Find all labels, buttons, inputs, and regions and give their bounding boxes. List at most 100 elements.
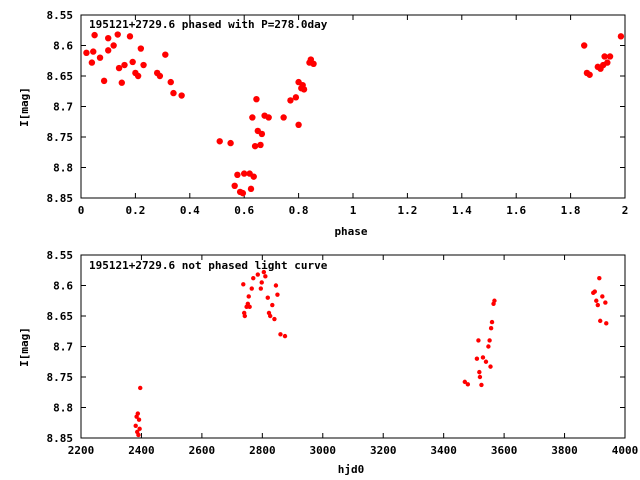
data-point	[310, 60, 317, 67]
data-point	[492, 298, 497, 303]
data-point	[263, 274, 268, 279]
data-point	[477, 369, 482, 375]
y-tick-label: 8.8	[53, 402, 73, 415]
data-point	[216, 138, 223, 145]
x-tick-label: 1.4	[452, 204, 472, 217]
data-point	[178, 92, 185, 99]
data-point	[581, 42, 588, 49]
data-point	[121, 61, 128, 69]
data-point	[96, 54, 104, 61]
x-tick-label: 0	[78, 204, 85, 217]
y-tick-label: 8.55	[47, 249, 74, 262]
data-point	[249, 286, 254, 291]
data-point	[488, 364, 493, 369]
data-point	[476, 338, 481, 343]
data-point	[265, 295, 270, 300]
x-tick-label: 0.6	[234, 204, 254, 217]
data-point	[474, 356, 480, 361]
data-point	[110, 42, 117, 49]
x-tick-label: 1.2	[397, 204, 417, 217]
data-point	[241, 170, 248, 177]
phased-light-curve-plot: 0 0.2 0.4 0.6 0.8 1 1.2 1.4 1.6 1.8 2 8.55 8.6 8.65 8.…	[18, 9, 628, 238]
data-point	[129, 58, 136, 66]
data-point	[275, 292, 280, 297]
chart-title: 195121+2729.6 not phased light curve	[89, 259, 328, 272]
data-point	[253, 95, 260, 103]
y-tick-label: 8.65	[47, 310, 74, 323]
y-tick-label: 8.55	[47, 9, 74, 22]
data-point	[259, 280, 264, 285]
data-point	[606, 53, 614, 60]
x-tick-label: 3400	[430, 444, 457, 457]
data-points	[133, 269, 609, 438]
y-axis-label: I[mag]	[18, 327, 31, 367]
data-point	[105, 47, 112, 54]
data-point	[604, 59, 611, 66]
data-point	[135, 411, 141, 416]
unphased-light-curve-plot: 2200 2400 2600 2800 3000 3200 3400 3600 3800 4000…	[18, 249, 638, 476]
data-point	[251, 142, 259, 150]
data-point	[462, 379, 468, 385]
data-point	[488, 326, 494, 331]
data-point	[136, 432, 141, 438]
data-point	[105, 34, 112, 42]
data-point	[480, 355, 486, 360]
data-point	[255, 272, 260, 277]
y-tick-label: 8.6	[53, 280, 73, 293]
data-point	[239, 189, 247, 197]
data-point	[258, 286, 264, 291]
data-point	[465, 382, 471, 387]
data-point	[242, 313, 248, 319]
y-tick-label: 8.7	[53, 101, 73, 114]
data-point	[477, 374, 483, 380]
data-point	[267, 313, 273, 319]
x-tick-label: 0.4	[180, 204, 200, 217]
x-tick-label: 4000	[612, 444, 639, 457]
data-point	[140, 61, 147, 69]
data-point	[134, 72, 142, 80]
data-point	[137, 45, 145, 52]
data-points	[83, 31, 625, 197]
data-point	[83, 49, 90, 57]
data-point	[257, 141, 264, 149]
x-tick-label: 1.8	[561, 204, 581, 217]
x-tick-label: 0.8	[289, 204, 309, 217]
data-point	[118, 79, 126, 86]
x-tick-label: 3800	[551, 444, 578, 457]
data-point	[258, 130, 266, 138]
data-point	[88, 59, 96, 66]
data-point	[227, 139, 234, 147]
data-point	[604, 321, 609, 326]
data-point	[162, 51, 169, 58]
data-point	[282, 333, 288, 339]
data-point	[479, 382, 484, 388]
data-point	[594, 298, 599, 303]
data-point	[265, 114, 272, 121]
x-tick-label: 2600	[189, 444, 216, 457]
data-point	[600, 294, 605, 299]
x-tick-label: 0.2	[125, 204, 145, 217]
data-point	[115, 64, 123, 72]
x-axis-label: hjd0	[338, 463, 365, 476]
data-point	[617, 33, 625, 40]
x-tick-label: 2	[622, 204, 629, 217]
data-point	[486, 344, 491, 349]
data-point	[241, 282, 246, 287]
y-tick-label: 8.8	[53, 162, 73, 175]
plot-frame	[80, 14, 626, 199]
data-point	[133, 423, 138, 428]
data-point	[167, 78, 174, 86]
axis-ticks: 2200 2400 2600 2800 3000 3200 3400 3600 3800 4000…	[47, 249, 639, 457]
data-point	[91, 31, 98, 39]
data-point	[247, 185, 255, 193]
data-point	[270, 302, 275, 308]
data-point	[234, 171, 241, 179]
data-point	[272, 316, 277, 322]
data-point	[592, 289, 597, 294]
x-tick-label: 3000	[310, 444, 337, 457]
data-point	[246, 294, 251, 299]
data-point	[598, 318, 603, 324]
data-point	[114, 31, 121, 38]
data-point	[90, 48, 97, 55]
data-point	[250, 173, 257, 180]
